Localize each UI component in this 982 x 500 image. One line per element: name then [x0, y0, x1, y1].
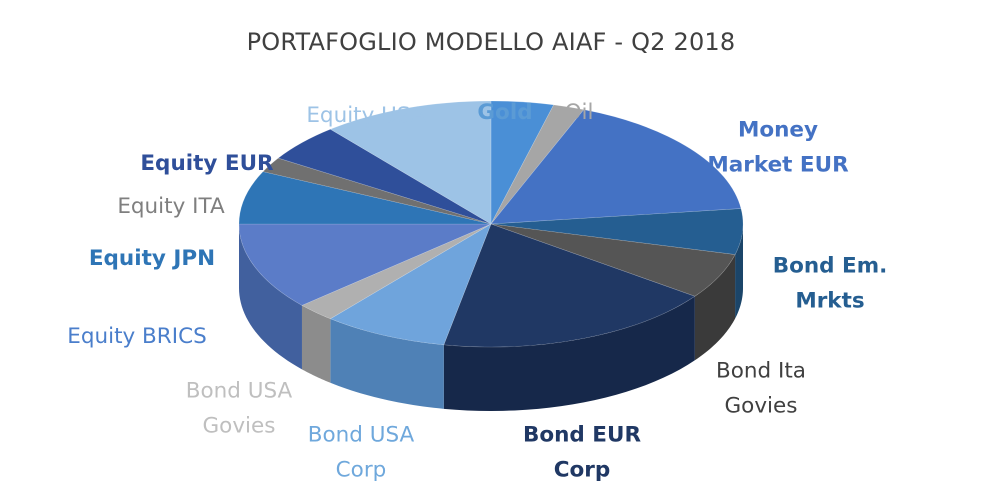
- slice-label-equity-jpn: Equity JPN: [89, 246, 215, 271]
- slice-label-equity-ita: Equity ITA: [117, 194, 225, 219]
- slice-label-money-market-eur: Money Market EUR: [707, 118, 849, 178]
- pie-side-bond-usa-govies: [301, 305, 331, 383]
- slice-label-bond-em-mrkts: Bond Em. Mrkts: [773, 254, 888, 314]
- pie-slice-equity-jpn: [238, 171, 492, 225]
- pie-slice-equity-brics: [238, 223, 492, 306]
- pie-slice-equity-ita: [262, 157, 492, 225]
- pie-slice-equity-usa: [329, 100, 492, 225]
- slice-label-bond-ita-govies: Bond Ita Govies: [716, 359, 806, 419]
- slice-label-bond-eur-corp: Bond EUR Corp: [523, 423, 641, 483]
- pie-side-bond-em-mrkts: [735, 224, 743, 319]
- pie-side-bond-ita-govies: [694, 254, 736, 361]
- slice-label-gold: Gold: [477, 100, 532, 125]
- pie-slice-bond-usa-corp: [329, 223, 492, 346]
- pie-slices: [238, 100, 744, 348]
- pie-slice-gold: [490, 100, 555, 225]
- pie-sides: [239, 224, 743, 411]
- slice-label-equity-eur: Equity EUR: [140, 151, 274, 176]
- slice-labels: Gold Oil Money Market EUR Bond Em. Mrkts Bond …: [67, 100, 887, 483]
- pie-side-bond-usa-corp: [330, 318, 444, 409]
- pie-side-bond-eur-corp: [443, 296, 695, 411]
- pie-slice-oil: [490, 104, 585, 225]
- pie-slice-bond-em-mrkts: [490, 208, 744, 255]
- slice-label-bond-usa-govies: Bond USA Govies: [186, 379, 293, 439]
- pie-slice-bond-eur-corp: [443, 223, 696, 348]
- chart-title: PORTAFOGLIO MODELLO AIAF - Q2 2018: [247, 28, 736, 56]
- slice-label-equity-usa: Equity USA: [306, 103, 426, 128]
- pie-slice-equity-eur: [277, 128, 492, 225]
- slice-label-equity-brics: Equity BRICS: [67, 324, 207, 349]
- pie-slice-money-market-eur: [490, 109, 742, 225]
- slice-label-oil: Oil: [565, 100, 594, 125]
- pie-side-equity-brics: [239, 224, 302, 370]
- pie-slice-bond-usa-govies: [301, 223, 492, 320]
- pie-slice-bond-ita-govies: [490, 223, 736, 297]
- slice-label-bond-usa-corp: Bond USA Corp: [308, 423, 415, 483]
